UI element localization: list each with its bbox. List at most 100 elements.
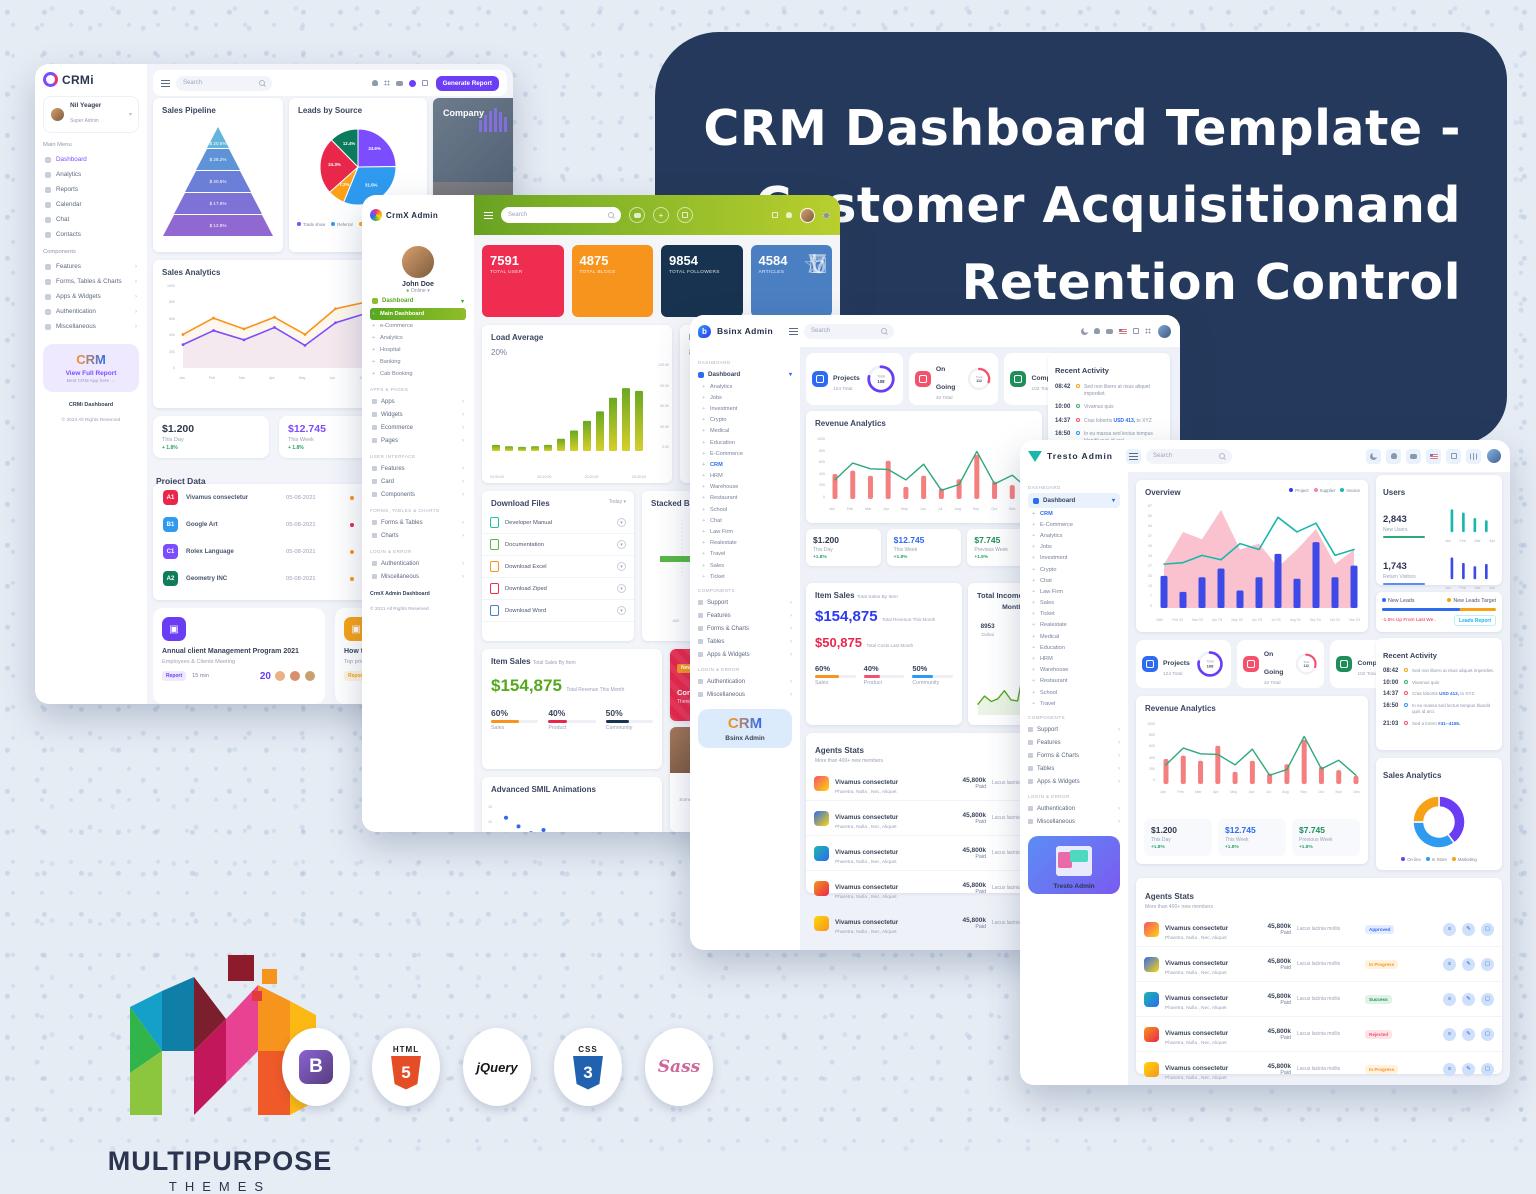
sidebar-subitem[interactable]: CRM <box>698 459 792 470</box>
search-input[interactable]: Search <box>1146 448 1232 464</box>
meeting-card[interactable]: ▣ Annual client Management Program 2021 E… <box>153 608 325 704</box>
sidebar-item[interactable]: Authentication › <box>1028 802 1120 815</box>
delete-button[interactable]: ▢ <box>1481 992 1494 1006</box>
stat-card[interactable]: 9854 TOTAL FOLLOWERS ∇ <box>661 245 826 317</box>
sidebar-item[interactable]: Features › <box>1028 736 1120 749</box>
dark-mode-icon[interactable] <box>1366 448 1381 464</box>
sidebar-item[interactable]: Support › <box>698 596 792 609</box>
avatar[interactable] <box>1157 323 1172 339</box>
hamburger-icon[interactable] <box>484 211 493 219</box>
sidebar-item[interactable]: Authentication › <box>698 675 792 688</box>
fullscreen-icon[interactable] <box>1133 328 1139 334</box>
table-row[interactable]: Vivamus consectetur Pharetra, Nulla , Nec… <box>1136 982 1502 1017</box>
table-row[interactable]: Vivamus consectetur Pharetra, Nulla , Nec… <box>806 836 1170 871</box>
chat-icon[interactable] <box>395 80 403 86</box>
bsinx-logo[interactable]: Bsinx Admin <box>717 326 774 336</box>
hamburger-icon[interactable] <box>789 327 799 335</box>
language-flag-icon[interactable] <box>1426 448 1441 464</box>
download-icon[interactable]: ▾ <box>617 518 626 527</box>
sidebar-item[interactable]: Miscellaneous › <box>1028 815 1120 828</box>
bell-icon[interactable] <box>1094 328 1100 334</box>
sidebar-item[interactable]: Calendar <box>43 197 139 212</box>
sidebar-subitem[interactable]: Investment <box>1028 553 1120 564</box>
download-icon[interactable]: ▾ <box>617 540 626 549</box>
search-input[interactable]: Search <box>804 323 895 339</box>
view-full-report-link[interactable]: View Full Report <box>65 370 117 377</box>
sidebar-item[interactable]: Authentication › <box>43 304 139 319</box>
view-button[interactable]: ≡ <box>1443 1027 1456 1041</box>
download-icon[interactable]: ▾ <box>617 606 626 615</box>
sidebar-subitem[interactable]: Hospital <box>370 344 466 356</box>
sidebar-subitem[interactable]: Medical <box>698 426 792 437</box>
sidebar-item[interactable]: Charts › <box>370 529 466 542</box>
sidebar-subitem[interactable]: Realestate <box>698 538 792 549</box>
sidebar-subitem[interactable]: Analytics <box>370 332 466 344</box>
sidebar-subitem[interactable]: Main Dashboard <box>370 308 466 320</box>
ring-stat-card[interactable]: On Going 32 Total Total 112 <box>908 353 999 405</box>
sidebar-item[interactable]: Authentication › <box>370 557 466 570</box>
stat-card[interactable]: 7591 TOTAL USER ☆ <box>482 245 826 317</box>
download-item[interactable]: Download Excel ▾ <box>482 556 634 578</box>
delete-button[interactable]: ▢ <box>1481 922 1494 936</box>
sidebar-subitem[interactable]: Investment <box>698 403 792 414</box>
download-item[interactable]: Download Ziped ▾ <box>482 578 634 600</box>
generate-report-button[interactable]: Generate Report <box>435 75 499 91</box>
sidebar-subitem[interactable]: School <box>698 504 792 515</box>
bell-icon[interactable] <box>1386 448 1401 464</box>
sidebar-item[interactable]: Forms & Charts › <box>1028 749 1120 762</box>
sidebar-item[interactable]: Forms & Tables › <box>370 516 466 529</box>
edit-button[interactable]: ✎ <box>1462 957 1475 971</box>
sidebar-subitem[interactable]: Chat <box>698 515 792 526</box>
crmi-logo[interactable]: CRMi <box>43 72 139 87</box>
table-row[interactable]: Vivamus consectetur Pharetra, Nulla , Nec… <box>806 871 1170 906</box>
sidebar-subitem[interactable]: Law Firm <box>698 526 792 537</box>
table-row[interactable]: Vivamus consectetur Pharetra, Nulla , Nec… <box>806 906 1170 941</box>
sidebar-subitem[interactable]: Travel <box>1028 698 1120 709</box>
tresto-logo[interactable]: Tresto Admin <box>1047 451 1113 461</box>
gear-icon[interactable] <box>823 211 830 219</box>
dark-mode-icon[interactable] <box>1081 327 1088 335</box>
sidebar-subitem[interactable]: Cab Booking <box>370 368 466 380</box>
hamburger-icon[interactable] <box>1126 448 1141 464</box>
crmi-promo-card[interactable]: CRM View Full Report Best CRM App here → <box>43 344 139 392</box>
sidebar-subitem[interactable]: Restaurant <box>1028 676 1120 687</box>
avatar[interactable] <box>1486 448 1502 464</box>
sidebar-subitem[interactable]: Realestate <box>1028 620 1120 631</box>
table-row[interactable]: Vivamus consectetur Pharetra, Nulla , Nec… <box>1136 1017 1502 1052</box>
sidebar-item[interactable]: Miscellaneous › <box>370 570 466 583</box>
sidebar-item[interactable]: Components › <box>370 488 466 501</box>
sidebar-subitem[interactable]: Banking <box>370 356 466 368</box>
sidebar-subitem[interactable]: Restaurant <box>698 493 792 504</box>
bsinx-badge-card[interactable]: CRM Bsinx Admin <box>698 709 792 749</box>
sidebar-subitem[interactable]: E-Commerce <box>1028 519 1120 530</box>
chat-icon[interactable] <box>629 207 645 223</box>
sidebar-subitem[interactable]: Crypto <box>1028 564 1120 575</box>
fullscreen-icon[interactable] <box>772 212 778 218</box>
search-input[interactable]: Search <box>501 207 621 223</box>
sidebar-subitem[interactable]: CRM <box>1028 508 1120 519</box>
sidebar-item[interactable]: Features › <box>43 259 139 274</box>
sidebar-item[interactable]: Apps › <box>370 395 466 408</box>
sidebar-subitem[interactable]: e-Commerce <box>370 320 466 332</box>
view-button[interactable]: ≡ <box>1443 1062 1456 1076</box>
apps-grid-icon[interactable] <box>1145 328 1151 334</box>
table-row[interactable]: Vivamus consectetur Pharetra, Nulla , Nec… <box>1136 947 1502 982</box>
sidebar-subitem[interactable]: Chat <box>1028 575 1120 586</box>
theme-icon[interactable] <box>408 79 416 87</box>
crmi-user-card[interactable]: Nil Yeager Super Admin ▾ <box>43 96 139 133</box>
sidebar-subitem[interactable]: Warehouse <box>698 482 792 493</box>
apps-grid-icon[interactable] <box>383 80 390 86</box>
download-icon[interactable]: ▾ <box>617 584 626 593</box>
hamburger-icon[interactable] <box>161 79 170 87</box>
sidebar-item[interactable]: Forms & Charts › <box>698 622 792 635</box>
avatar[interactable] <box>401 245 435 279</box>
sidebar-item[interactable]: Analytics <box>43 167 139 182</box>
sidebar-item-dashboard[interactable]: Dashboard ▾ <box>698 368 792 381</box>
settings-sliders-icon[interactable] <box>1466 448 1481 464</box>
view-button[interactable]: ≡ <box>1443 922 1456 936</box>
edit-button[interactable]: ✎ <box>1462 992 1475 1006</box>
sidebar-item[interactable]: Features › <box>370 462 466 475</box>
ring-stat-card[interactable]: On Going 32 Total Total 112 <box>1236 640 1325 688</box>
sidebar-item[interactable]: Card › <box>370 475 466 488</box>
sidebar-subitem[interactable]: Crypto <box>698 415 792 426</box>
